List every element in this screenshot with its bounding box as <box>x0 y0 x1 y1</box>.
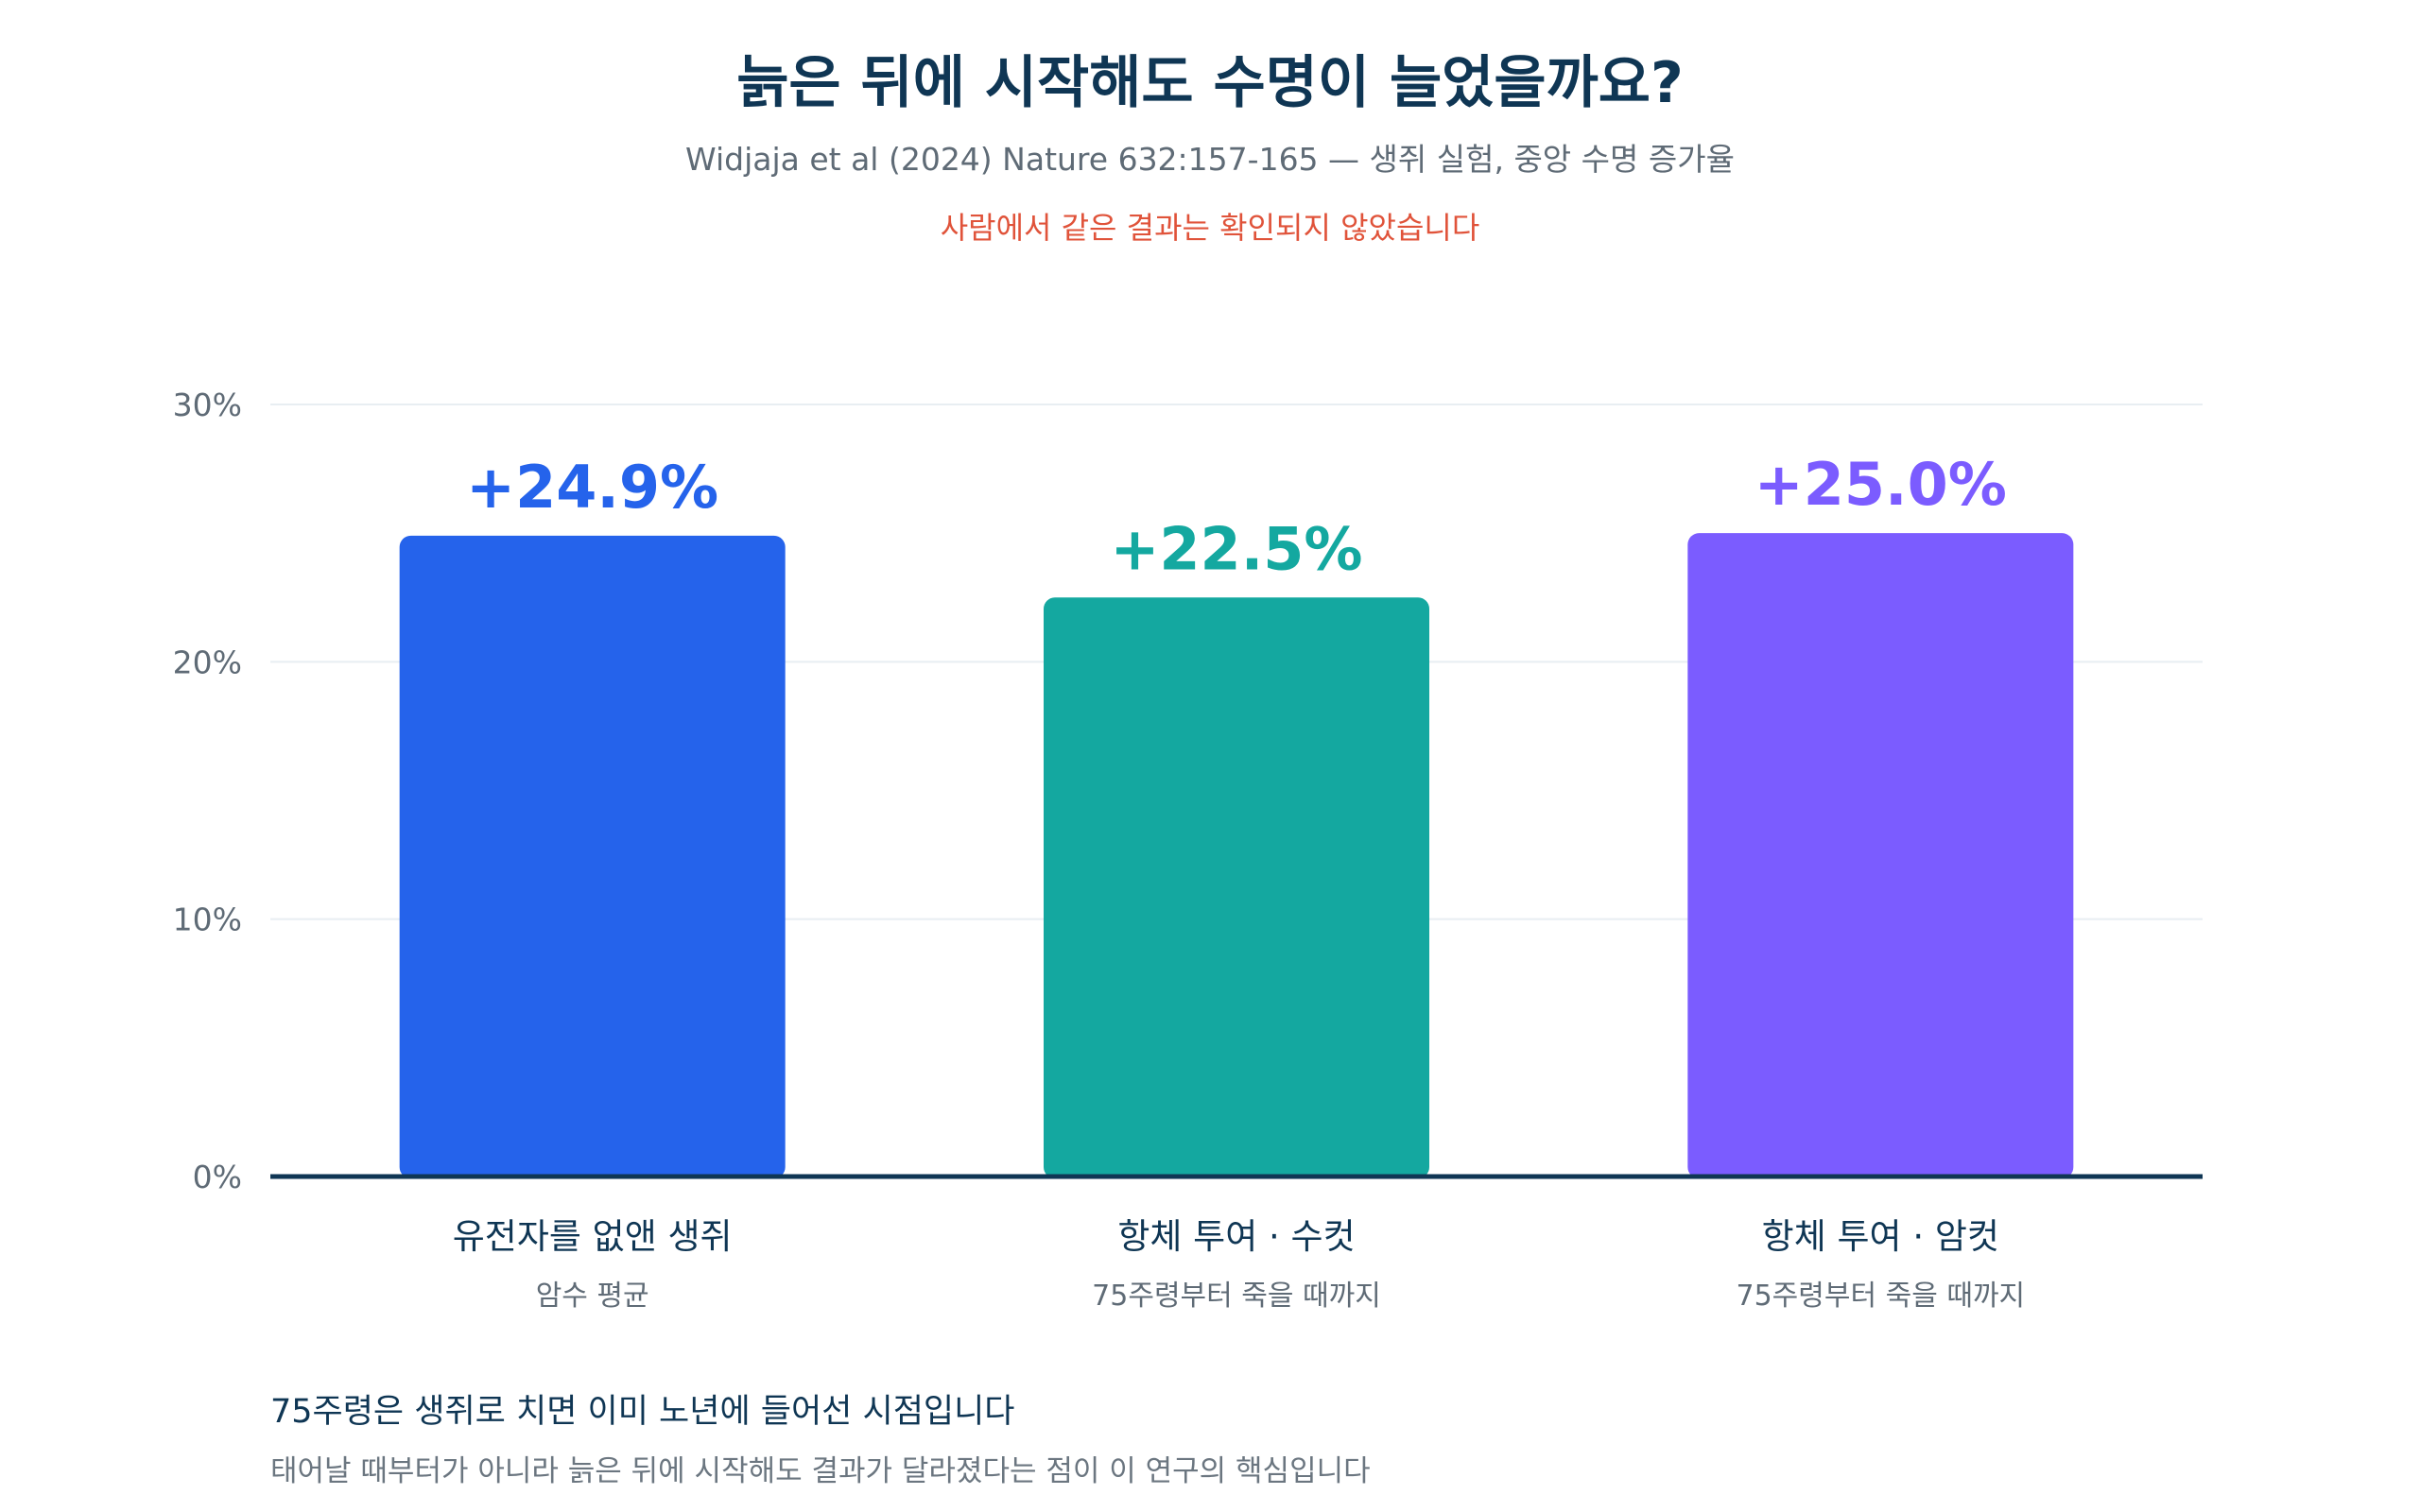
bars <box>399 533 2074 1178</box>
x-tick-sublabel: 암수 평균 <box>536 1280 649 1313</box>
chart-subtitle: Widjaja et al (2024) Nature 632:157-165 … <box>685 141 1735 178</box>
bar-value-label: +24.9% <box>466 453 718 522</box>
x-tick-sublabel: 75주령부터 죽을 때까지 <box>1737 1280 2026 1313</box>
bar-value-label: +25.0% <box>1754 450 2007 519</box>
y-tick-label: 0% <box>193 1159 242 1195</box>
y-tick-label: 30% <box>173 387 242 423</box>
bar <box>1044 597 1429 1178</box>
x-tick-label: 항체 투여 · 수컷 <box>1117 1216 1355 1257</box>
x-tick-label: 항체 투여 · 암컷 <box>1762 1216 1999 1257</box>
bar <box>1687 533 2074 1178</box>
footnote-main: 75주령은 생쥐로 치면 이미 노년에 들어선 시점입니다 <box>270 1393 1015 1431</box>
warning-note: 사람에서 같은 결과는 확인되지 않았습니다 <box>941 210 1480 246</box>
chart-title: 늙은 뒤에 시작해도 수명이 늘었을까요? <box>736 50 1684 116</box>
x-tick-sublabel: 75주령부터 죽을 때까지 <box>1092 1280 1381 1313</box>
y-axis-ticks: 0% 10% 20% 30% <box>173 387 242 1195</box>
bar <box>399 535 786 1178</box>
y-tick-label: 20% <box>173 644 242 680</box>
footnote-sub: 태어날 때부터가 아니라 늙은 뒤에 시작해도 결과가 달라졌다는 점이 이 연… <box>270 1454 1371 1488</box>
bar-labels: +24.9% +22.5% +25.0% <box>466 450 2007 583</box>
bar-value-label: +22.5% <box>1110 514 1362 583</box>
x-tick-label: 유전자를 없앤 생쥐 <box>453 1216 733 1257</box>
y-tick-label: 10% <box>173 902 242 938</box>
